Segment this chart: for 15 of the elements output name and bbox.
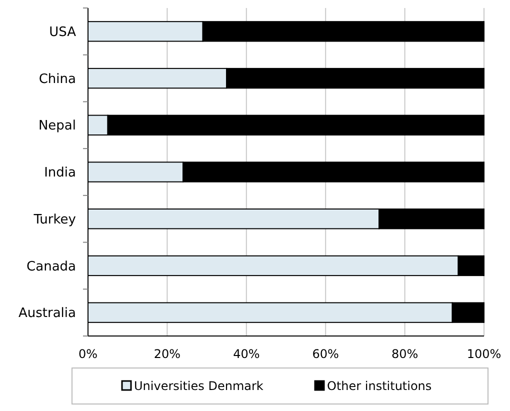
y-tick-label: Australia	[18, 306, 76, 322]
y-tick-label: China	[38, 72, 76, 87]
y-tick-label: India	[44, 166, 76, 181]
legend-label: Universities Denmark	[134, 379, 264, 394]
x-tick-label: 60%	[312, 347, 339, 361]
y-tick-label: Canada	[26, 259, 76, 274]
x-tick-label: 80%	[391, 347, 418, 361]
legend-label: Other institutions	[327, 379, 432, 394]
y-tick-label: Turkey	[32, 212, 76, 228]
y-tick-label: Nepal	[38, 118, 76, 134]
x-tick-label: 40%	[233, 347, 260, 361]
x-tick-label: 0%	[78, 347, 98, 361]
y-tick-label: USA	[49, 24, 76, 40]
x-tick-label: 100%	[466, 347, 502, 361]
x-tick-label: 20%	[154, 347, 181, 361]
